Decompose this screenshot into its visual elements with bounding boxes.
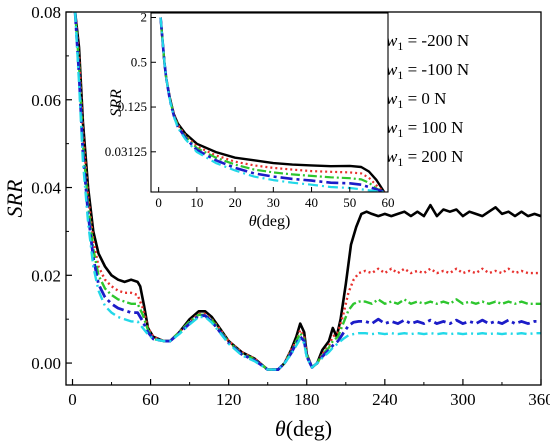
inset-y-tick-label: 2 xyxy=(141,10,148,25)
legend-subscript: 1 xyxy=(397,68,403,82)
legend-subscript: 1 xyxy=(397,97,403,111)
inset-x-tick-label: 20 xyxy=(229,195,242,210)
legend-symbol: w xyxy=(386,118,398,137)
series-line-2 xyxy=(73,12,541,371)
x-tick-label: 360 xyxy=(528,390,550,409)
legend-symbol: w xyxy=(386,60,398,79)
x-tick-label: 120 xyxy=(216,390,242,409)
x-tick-label: 60 xyxy=(142,390,159,409)
x-axis-symbol: θ xyxy=(275,416,286,441)
series-line-4 xyxy=(73,12,541,371)
inset-y-tick-label: 0.03125 xyxy=(105,144,147,159)
legend-subscript: 1 xyxy=(397,155,403,169)
inset-y-axis-title: SRR xyxy=(108,89,125,117)
x-axis-unit: (deg) xyxy=(286,416,332,441)
inset-x-axis-title: θ(deg) xyxy=(249,213,291,230)
series-line-3 xyxy=(73,12,541,371)
legend-label-1: w1 = -200 N xyxy=(386,31,469,53)
legend-label-5: w1 = 200 N xyxy=(386,147,463,169)
x-tick-label: 240 xyxy=(372,390,398,409)
x-tick-label: 300 xyxy=(450,390,476,409)
x-tick-label: 0 xyxy=(68,390,77,409)
legend-label-4: w1 = 100 N xyxy=(386,118,463,140)
legend-text-rest: = -200 N xyxy=(403,31,469,50)
legend-symbol: w xyxy=(386,147,398,166)
legend-label-2: w1 = -100 N xyxy=(386,60,469,82)
inset-x-tick-label: 0 xyxy=(155,195,162,210)
y-axis-title: SRR xyxy=(2,179,27,217)
series-line-5 xyxy=(73,12,541,371)
y-tick-label: 0.06 xyxy=(31,91,61,110)
inset-x-axis-symbol: θ xyxy=(249,213,257,230)
y-tick-label: 0.08 xyxy=(31,3,61,22)
inset-y-tick-label: 0.125 xyxy=(118,99,147,114)
inset-x-tick-label: 60 xyxy=(382,195,395,210)
legend-subscript: 1 xyxy=(397,126,403,140)
inset-x-tick-label: 40 xyxy=(305,195,318,210)
inset-x-tick-label: 50 xyxy=(343,195,356,210)
plot-frame xyxy=(65,11,542,386)
x-tick-label: 180 xyxy=(294,390,320,409)
legend-symbol: w xyxy=(386,89,398,108)
legend-text-rest: = 100 N xyxy=(403,118,463,137)
legend-text-rest: = 0 N xyxy=(403,89,446,108)
x-axis-title: θ(deg) xyxy=(275,416,332,441)
legend-label-3: w1 = 0 N xyxy=(386,89,446,111)
legend-subscript: 1 xyxy=(397,39,403,53)
inset-y-tick-label: 0.5 xyxy=(131,54,147,69)
inset-x-axis-unit: (deg) xyxy=(257,213,291,230)
inset-series-line-5 xyxy=(159,17,385,192)
inset-x-tick-label: 30 xyxy=(267,195,280,210)
legend-text-rest: = -100 N xyxy=(403,60,469,79)
y-tick-label: 0.02 xyxy=(31,266,61,285)
inset-frame xyxy=(150,12,389,193)
y-tick-label: 0.04 xyxy=(31,179,61,198)
legend-symbol: w xyxy=(386,31,398,50)
y-tick-label: 0.00 xyxy=(31,354,61,373)
legend-text-rest: = 200 N xyxy=(403,147,463,166)
inset-x-tick-label: 10 xyxy=(190,195,203,210)
